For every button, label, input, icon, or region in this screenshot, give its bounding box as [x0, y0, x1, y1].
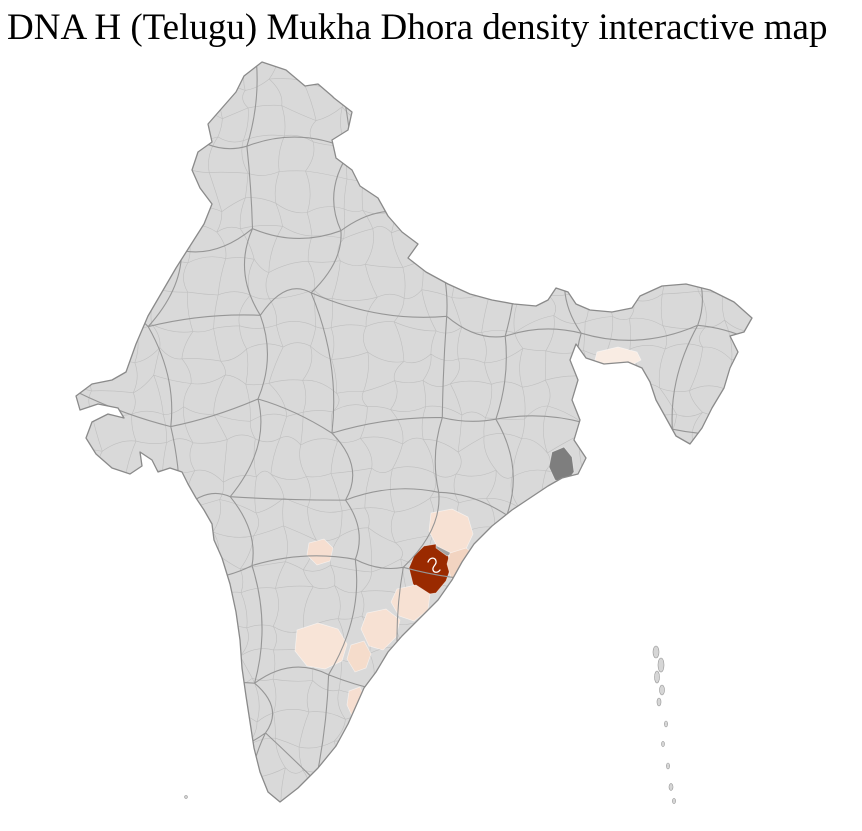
island: [664, 720, 668, 728]
district-coastal-small-low-density[interactable]: [346, 640, 372, 673]
island: [657, 657, 665, 673]
island: [184, 795, 188, 799]
island: [652, 645, 660, 659]
india-outline: [75, 61, 753, 803]
island: [659, 684, 665, 696]
island: [656, 697, 662, 707]
india-landmass[interactable]: [76, 62, 752, 802]
karnataka-district-low-density[interactable]: [294, 622, 348, 670]
islands-group: [184, 645, 676, 804]
island: [661, 741, 665, 747]
island: [666, 762, 670, 770]
district-southwest-low-density-2[interactable]: [360, 608, 401, 651]
core-district-mark: [427, 557, 441, 573]
telangana-district-low-density[interactable]: [306, 538, 334, 566]
page-title: DNA H (Telugu) Mukha Dhora density inter…: [7, 7, 828, 48]
island: [668, 783, 674, 791]
district-southwest-low-density-1[interactable]: [390, 584, 431, 622]
core-district-very-high-density[interactable]: [408, 543, 452, 596]
island: [654, 670, 660, 684]
island: [672, 798, 676, 804]
